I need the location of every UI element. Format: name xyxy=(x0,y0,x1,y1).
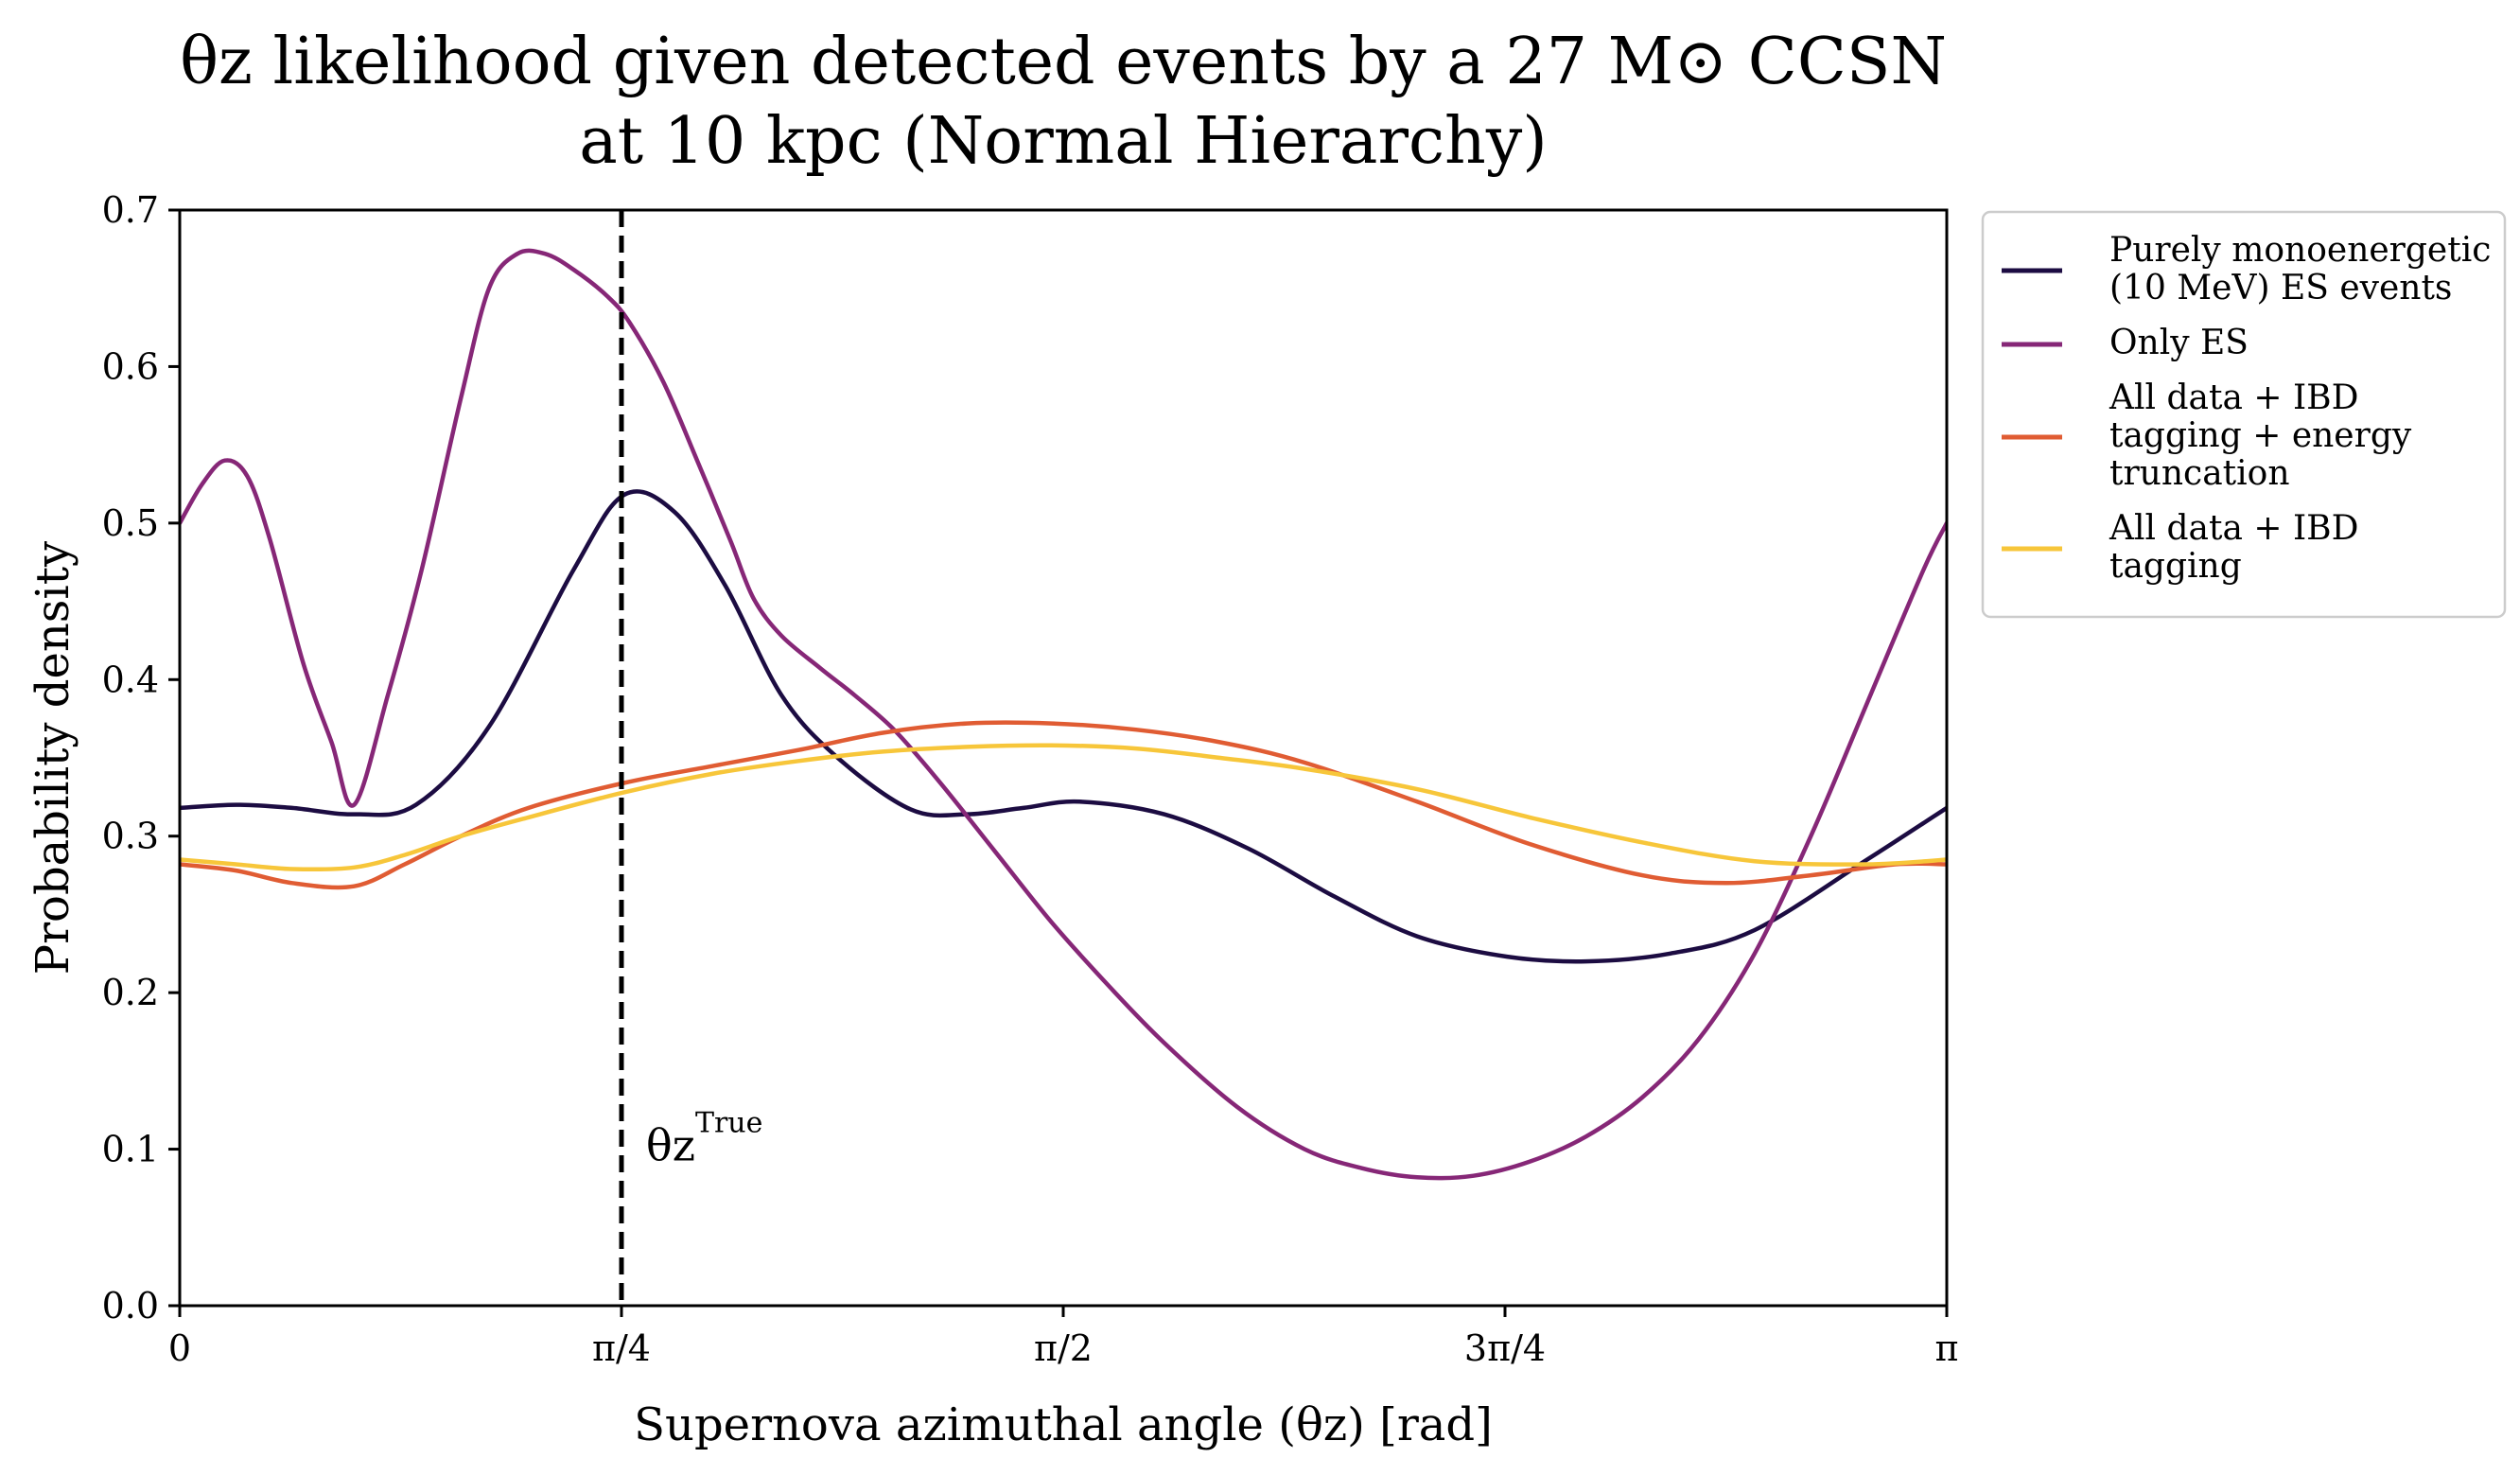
legend-item-all-data-ibd-tagging: All data + IBD tagging xyxy=(2002,509,2359,586)
x-tick-label: π/4 xyxy=(592,1327,651,1369)
x-tick-label: π xyxy=(1935,1327,1959,1369)
x-tick-label: π/2 xyxy=(1034,1327,1093,1369)
y-tick-label: 0.5 xyxy=(102,502,159,544)
legend: Purely monoenergetic (10 MeV) ES events On… xyxy=(1981,210,2507,619)
legend-box xyxy=(1981,210,2507,619)
y-axis-label: Probability density xyxy=(26,541,79,975)
legend-label: All data + IBD tagging xyxy=(2109,509,2359,586)
series-line-only-es xyxy=(180,248,1947,1181)
x-axis-ticks: 0 π/4 π/2 3π/4 π xyxy=(168,1306,1959,1369)
legend-label: Only ES xyxy=(2109,324,2249,362)
true-angle-label: θzTrue xyxy=(646,1107,762,1171)
x-tick-label: 0 xyxy=(168,1327,191,1369)
title-line-2: at 10 kpc (Normal Hierarchy) xyxy=(579,104,1548,179)
y-tick-label: 0.3 xyxy=(102,816,159,857)
x-tick-label: 3π/4 xyxy=(1464,1327,1546,1369)
y-tick-label: 0.7 xyxy=(102,189,159,231)
series-line-all-data-ibd-tagging-energy-truncation xyxy=(180,720,1947,890)
true-angle-marker: θzTrue xyxy=(619,210,762,1306)
series-lines xyxy=(180,248,1947,1181)
legend-item-all-data-ibd-tagging-energy-truncation: All data + IBD tagging + energy truncation xyxy=(2002,378,2412,493)
series-line-all-data-ibd-tagging xyxy=(180,743,1947,872)
y-tick-label: 0.0 xyxy=(102,1285,159,1327)
y-axis-ticks: 0.0 0.1 0.2 0.3 0.4 0.5 0.6 0.7 xyxy=(102,189,180,1327)
legend-item-only-es: Only ES xyxy=(2002,324,2249,362)
y-tick-label: 0.4 xyxy=(102,659,159,700)
legend-label: Purely monoenergetic (10 MeV) ES events xyxy=(2109,231,2491,308)
legend-item-purely-monoenergetic-10-mev-es-events: Purely monoenergetic (10 MeV) ES events xyxy=(2002,231,2491,308)
y-tick-label: 0.1 xyxy=(102,1129,159,1170)
legend-label: All data + IBD tagging + energy truncation xyxy=(2109,378,2412,493)
title-line-1: θz likelihood given detected events by a… xyxy=(180,25,1947,99)
x-axis-label: Supernova azimuthal angle (θz) [rad] xyxy=(634,1398,1493,1451)
plot-frame xyxy=(178,208,1949,1308)
series-line-purely-monoenergetic-10-mev-es-events xyxy=(180,489,1947,964)
y-tick-label: 0.2 xyxy=(102,972,159,1013)
plot-area: θzTrue xyxy=(178,208,1949,1308)
chart-title: θz likelihood given detected events by a… xyxy=(180,25,1947,179)
y-tick-label: 0.6 xyxy=(102,345,159,387)
